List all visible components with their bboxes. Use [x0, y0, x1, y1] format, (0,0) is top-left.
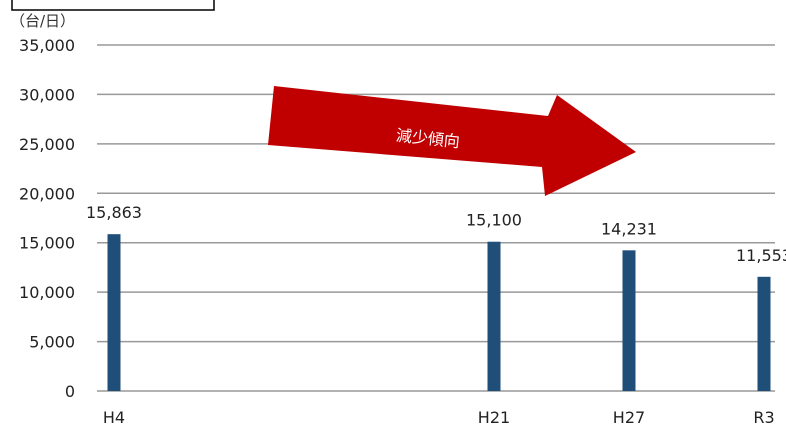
y-tick-label: 30,000: [19, 85, 75, 104]
y-tick-label: 15,000: [19, 234, 75, 253]
cropped-frame: [11, 0, 215, 11]
data-label: 14,231: [601, 219, 657, 238]
decrease-trend-arrow: 減少傾向: [268, 86, 636, 196]
y-tick-label: 5,000: [29, 333, 75, 352]
y-tick-label: 10,000: [19, 283, 75, 302]
x-tick-label: H21: [478, 408, 510, 427]
bar-h21: [487, 241, 501, 391]
y-tick-label: 35,000: [19, 36, 75, 55]
y-axis-ticks: 0 5,000 10,000 15,000 20,000 25,000 30,000 35,0…: [19, 36, 75, 401]
y-tick-label: 25,000: [19, 135, 75, 154]
data-label: 15,863: [86, 203, 142, 222]
data-label: 11,553: [736, 246, 786, 265]
x-tick-label: R3: [753, 408, 774, 427]
gridlines: [97, 44, 775, 392]
bar-h27: [622, 250, 636, 391]
data-label: 15,100: [466, 211, 522, 230]
y-tick-label: 20,000: [19, 184, 75, 203]
y-tick-label: 0: [65, 382, 75, 401]
bar-r3: [757, 276, 771, 391]
unit-label: （台/日）: [10, 12, 75, 30]
x-tick-label: H27: [613, 408, 645, 427]
data-labels: 15,863 15,100 14,231 11,553: [86, 203, 786, 265]
bars: [107, 234, 771, 391]
bar-h4: [107, 234, 121, 391]
arrow-shape: [268, 86, 636, 196]
x-axis-ticks: H4 H21 H27 R3: [103, 408, 775, 427]
x-tick-label: H4: [103, 408, 125, 427]
